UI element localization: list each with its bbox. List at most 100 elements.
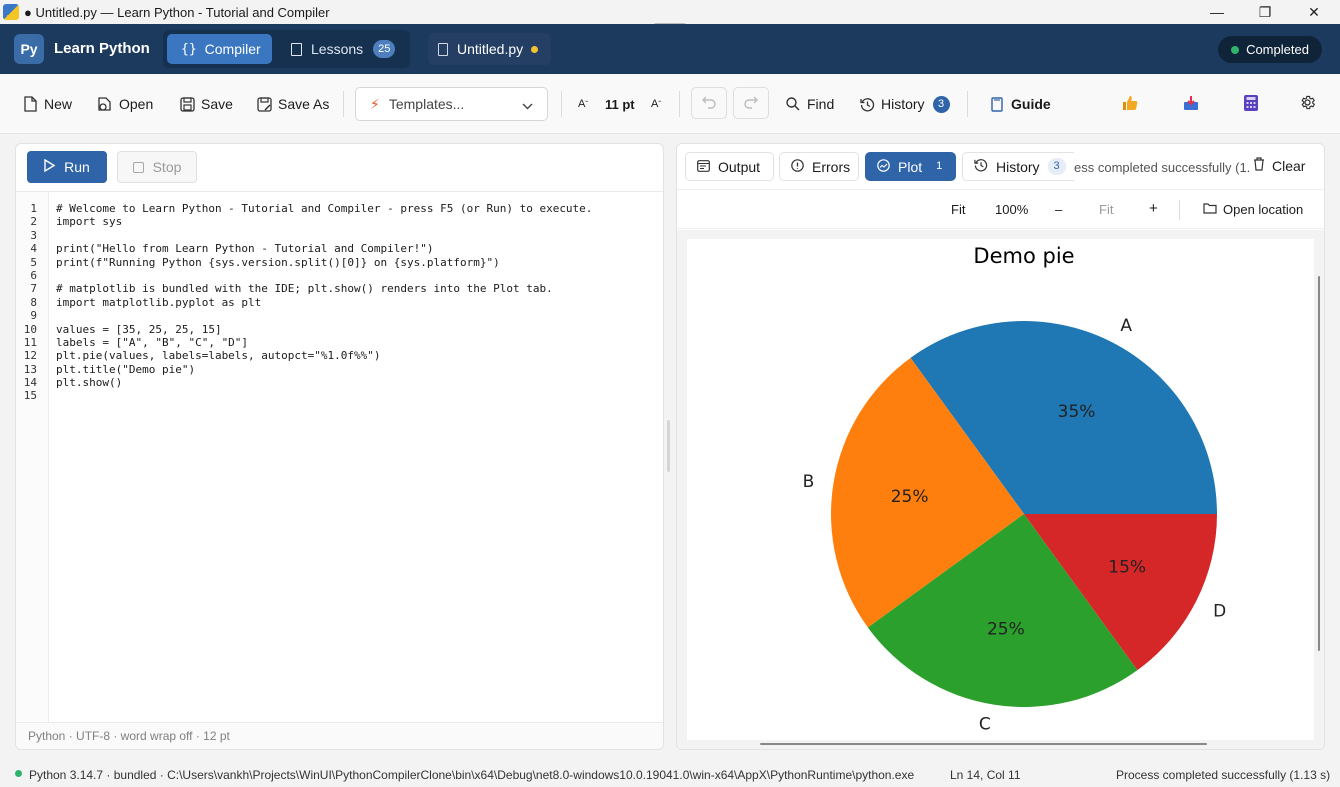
inbox-icon — [1183, 95, 1199, 114]
pie-chart: Demo pie 35% A 25% B 25% C 15% D — [803, 244, 1227, 735]
pie-percent-label: 25% — [987, 619, 1025, 639]
app-icon — [3, 4, 19, 20]
tab-compiler-label: Compiler — [204, 41, 261, 57]
like-button[interactable] — [1122, 74, 1138, 134]
editor-status-text: Python · UTF-8 · word wrap off · 12 pt — [16, 722, 663, 749]
code-line[interactable] — [56, 269, 592, 282]
gear-icon — [1299, 94, 1316, 114]
find-button[interactable]: Find — [785, 74, 834, 134]
line-number: 12 — [23, 349, 37, 363]
code-line[interactable]: # Welcome to Learn Python - Tutorial and… — [56, 202, 593, 215]
open-location-button[interactable]: Open location — [1203, 202, 1303, 217]
tab-output-label: Output — [718, 158, 761, 175]
tab-plot[interactable]: Plot 1 — [865, 152, 956, 181]
clear-button[interactable]: Clear — [1253, 157, 1305, 174]
font-increase-label: A — [651, 98, 659, 110]
code-editor[interactable]: 1 2 3 4 5 6 7 8 9 10 11 12 13 14 15 # Welcome to Learn… — [16, 191, 663, 725]
tab-output[interactable]: Output — [685, 152, 774, 181]
line-number: 6 — [30, 268, 37, 282]
runtime-status-icon — [15, 770, 22, 777]
history-button[interactable]: History 3 — [859, 74, 950, 134]
code-line[interactable] — [56, 389, 592, 402]
maximize-button[interactable]: ❐ — [1258, 3, 1272, 20]
find-label: Find — [807, 96, 835, 112]
run-button[interactable]: Run — [27, 151, 107, 183]
line-number: 10 — [23, 322, 37, 336]
tab-compiler[interactable]: {} Compiler — [167, 34, 272, 64]
chart-title: Demo pie — [973, 244, 1074, 268]
share-button[interactable] — [1183, 74, 1199, 134]
undo-button[interactable] — [691, 87, 727, 119]
editor-panel: Run Stop 1 2 3 4 5 6 7 8 9 10 11 12 13 14 15 # Welcome… — [15, 143, 664, 750]
stop-button[interactable]: Stop — [117, 151, 197, 183]
open-location-label: Open location — [1223, 202, 1304, 217]
save-button[interactable]: Save — [179, 74, 233, 134]
close-button[interactable]: ✕ — [1308, 3, 1320, 20]
history-count-badge: 3 — [1047, 158, 1066, 175]
calculator-icon — [1244, 94, 1258, 114]
cursor-position: Ln 14, Col 11 — [950, 768, 1021, 782]
panel-splitter[interactable] — [667, 420, 670, 472]
settings-button[interactable] — [1299, 74, 1316, 134]
save-icon — [179, 96, 195, 112]
font-size-value: 11 pt — [605, 96, 635, 112]
plot-toolbar-divider — [1179, 200, 1180, 220]
line-number: 9 — [30, 309, 37, 323]
horizontal-scrollbar[interactable] — [760, 743, 1207, 745]
undo-icon — [702, 95, 716, 112]
file-tab[interactable]: Untitled.py — [428, 33, 551, 65]
code-line[interactable]: plt.show() — [56, 376, 123, 390]
fit-button[interactable]: Fit — [951, 202, 966, 217]
stop-label: Stop — [152, 159, 182, 175]
line-number: 7 — [30, 282, 37, 296]
templates-dropdown[interactable]: ⚡ Templates... — [355, 87, 548, 121]
zoom-out-button[interactable]: – — [1055, 202, 1063, 217]
guide-book-icon — [989, 96, 1005, 112]
tab-lessons[interactable]: Lessons 25 — [281, 34, 405, 64]
pie-category-label: D — [1213, 601, 1226, 621]
code-line[interactable]: plt.title("Demo pie") — [56, 362, 196, 376]
file-tab-label: Untitled.py — [457, 41, 524, 57]
tab-errors[interactable]: Errors — [779, 152, 859, 181]
code-line[interactable]: import matplotlib.pyplot as plt — [56, 295, 262, 309]
code-line[interactable]: labels = ["A", "B", "C", "D"] — [56, 335, 249, 349]
code-line[interactable]: values = [35, 25, 25, 15] — [56, 322, 222, 336]
zoom-level: 100% — [995, 202, 1029, 217]
code-line[interactable]: # matplotlib is bundled with the IDE; pl… — [56, 282, 553, 296]
code-line[interactable]: import sys — [56, 215, 123, 229]
new-button[interactable]: New — [22, 74, 72, 134]
image-icon — [877, 158, 890, 175]
plot-viewport[interactable]: Demo pie 35% A 25% B 25% C 15% D — [677, 230, 1324, 749]
code-text[interactable]: # Welcome to Learn Python - Tutorial and… — [56, 202, 592, 403]
guide-label: Guide — [1011, 96, 1051, 112]
code-line[interactable] — [56, 229, 592, 242]
zoom-in-button[interactable]: + — [1149, 200, 1158, 217]
open-icon — [97, 96, 113, 112]
calculator-button[interactable] — [1244, 74, 1258, 134]
redo-button[interactable] — [733, 87, 769, 119]
pie-percent-label: 25% — [891, 487, 929, 507]
guide-button[interactable]: Guide — [989, 74, 1051, 134]
save-as-button[interactable]: Save As — [256, 74, 329, 134]
code-line[interactable]: print(f"Running Python {sys.version.spli… — [56, 255, 500, 269]
terminal-icon — [697, 159, 710, 175]
code-line[interactable]: plt.pie(values, labels=labels, autopct="… — [56, 349, 381, 363]
app-header: Py Learn Python {} Compiler Lessons 25 U… — [0, 24, 1340, 74]
line-number: 3 — [30, 228, 37, 242]
line-number: 14 — [23, 376, 37, 390]
process-status: Process completed successfully (1.13 s) — [1116, 768, 1331, 782]
fit-width-button[interactable]: Fit — [1099, 202, 1114, 217]
minimize-button[interactable]: — — [1210, 4, 1224, 20]
line-number: 4 — [30, 242, 37, 256]
code-line[interactable] — [56, 309, 592, 322]
vertical-scrollbar[interactable] — [1318, 276, 1320, 651]
history-count-badge: 3 — [932, 95, 950, 113]
tab-history[interactable]: History 3 — [962, 152, 1074, 181]
code-line[interactable]: print("Hello from Learn Python - Tutoria… — [56, 242, 434, 256]
run-status-badge: Completed — [1218, 36, 1322, 63]
line-number: 15 — [23, 389, 37, 403]
open-button[interactable]: Open — [97, 74, 153, 134]
